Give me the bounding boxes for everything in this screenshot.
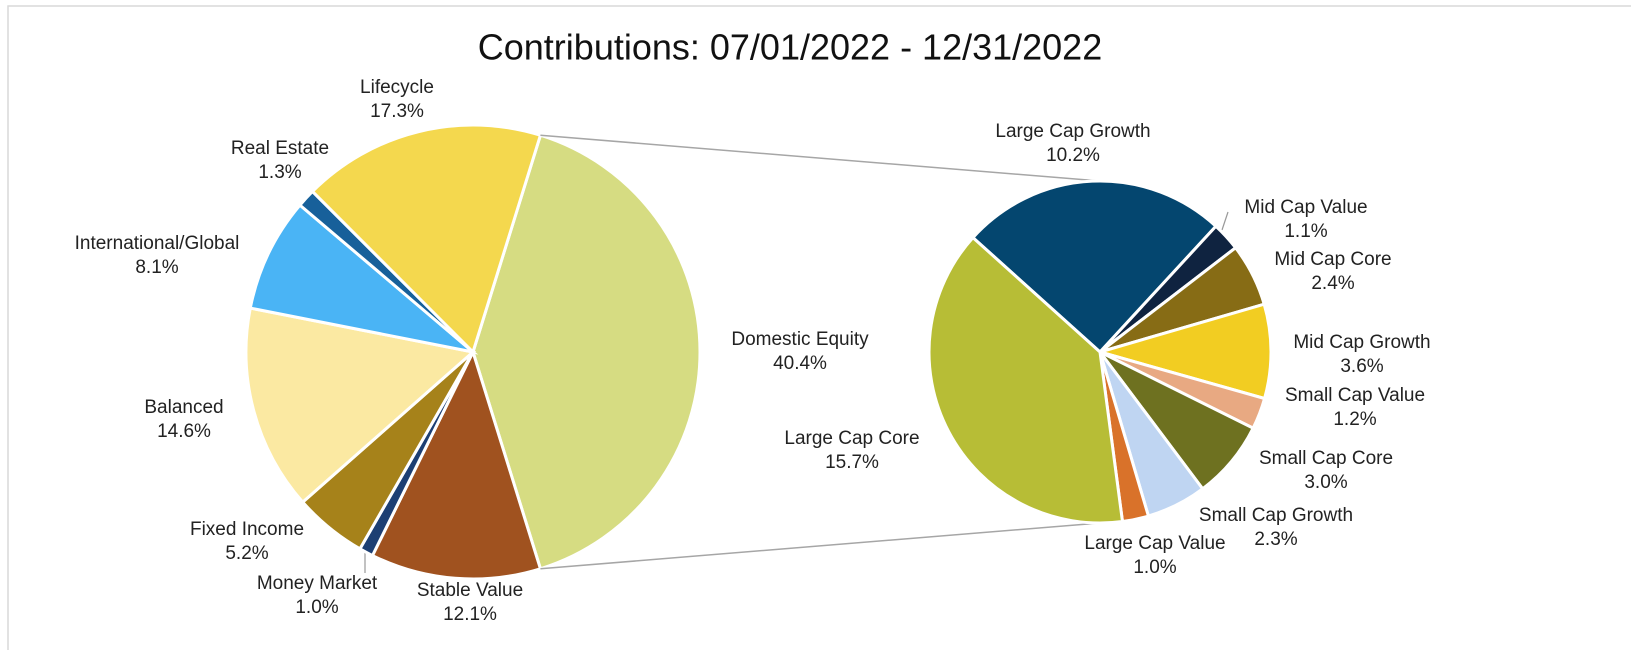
pie-slice [1094,302,1273,401]
connector-line [540,522,1101,570]
slice-label: Mid Cap Core [1274,249,1391,270]
slice-label: Large Cap Value [1084,533,1225,554]
slice-label: Domestic Equity [731,329,869,350]
slice-value-label: 1.1% [1284,221,1327,242]
slice-label: Real Estate [231,138,329,159]
slice-value-label: 2.3% [1254,529,1297,550]
leader-line [1221,211,1229,231]
slice-label: Money Market [257,573,378,594]
chart-title: Contributions: 07/01/2022 - 12/31/2022 [478,27,1102,68]
slice-label: Small Cap Value [1285,385,1425,406]
slice-label: Large Cap Growth [995,121,1150,142]
slice-label: Small Cap Growth [1199,505,1353,526]
slice-label: Mid Cap Value [1244,197,1367,218]
pie-slice [970,179,1219,355]
pie-slice [248,203,479,355]
slice-value-label: 3.0% [1304,472,1347,493]
pie-slice [471,133,702,571]
slice-value-label: 15.7% [825,452,879,473]
slice-label: Fixed Income [190,519,304,540]
slice-value-label: 14.6% [157,421,211,442]
slice-value-label: 8.1% [135,257,178,278]
slice-value-label: 1.2% [1333,409,1376,430]
slice-label: Small Cap Core [1259,448,1393,469]
slice-label: Lifecycle [360,77,434,98]
slice-value-label: 1.0% [1133,557,1176,578]
slice-label: Mid Cap Growth [1293,332,1430,353]
slice-value-label: 1.0% [295,597,338,618]
slice-value-label: 5.2% [225,543,268,564]
slice-label: Balanced [144,397,223,418]
slice-label: Large Cap Core [784,428,919,449]
slice-label: Stable Value [417,580,523,601]
slice-value-label: 1.3% [258,162,301,183]
slice-value-label: 12.1% [443,604,497,625]
pie-slice [244,306,477,505]
slice-label: International/Global [75,233,240,254]
slice-value-label: 17.3% [370,101,424,122]
connector-line [540,134,1101,182]
slice-value-label: 3.6% [1340,356,1383,377]
pie-slice [310,123,543,355]
slice-value-label: 10.2% [1046,145,1100,166]
pie-slice [370,347,543,581]
pie-slice [927,235,1125,525]
slice-value-label: 40.4% [773,353,827,374]
slice-value-label: 2.4% [1311,273,1354,294]
